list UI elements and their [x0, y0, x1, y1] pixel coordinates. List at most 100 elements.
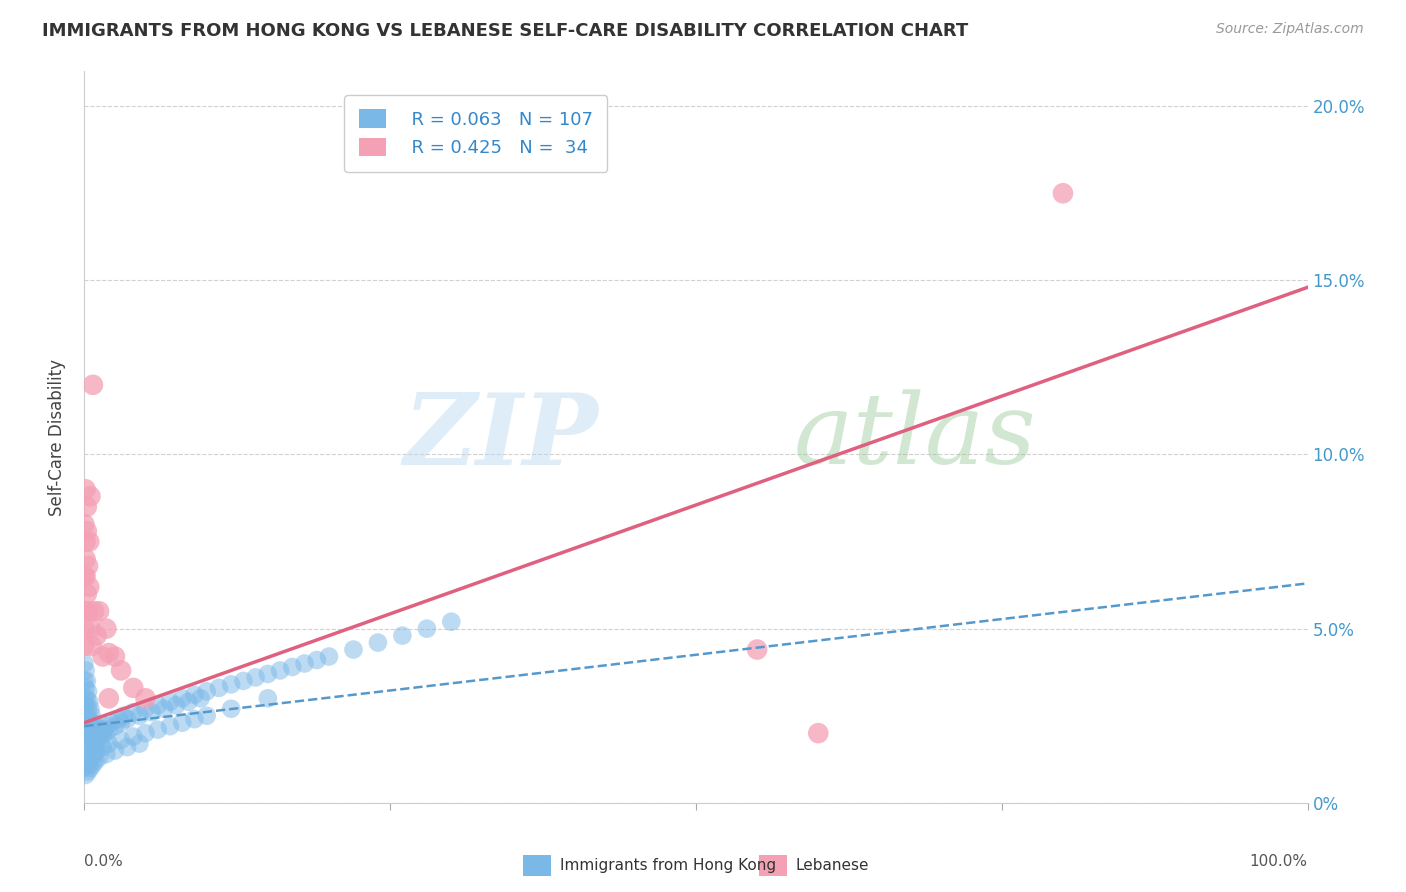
Point: [87, 604, 110, 618]
Point: [77, 712, 100, 726]
Point: [75, 698, 97, 713]
Point: [79, 719, 101, 733]
Point: [245, 670, 267, 684]
Point: [97, 723, 120, 737]
Point: [75, 664, 97, 678]
Point: [107, 712, 129, 726]
Point: [91, 649, 114, 664]
Point: [115, 740, 138, 755]
Point: [75, 483, 97, 497]
Point: [104, 743, 127, 757]
Point: [219, 702, 242, 716]
Point: [93, 723, 115, 737]
Point: [100, 715, 122, 730]
Point: [165, 698, 187, 713]
Point: [77, 702, 100, 716]
Text: 0.0%: 0.0%: [84, 854, 124, 869]
Point: [79, 622, 101, 636]
Text: Source: ZipAtlas.com: Source: ZipAtlas.com: [1216, 22, 1364, 37]
Point: [87, 726, 110, 740]
Point: [77, 580, 100, 594]
Point: [146, 723, 169, 737]
Point: [83, 604, 105, 618]
Point: [77, 764, 100, 779]
Point: [79, 761, 101, 775]
Point: [79, 489, 101, 503]
Legend:   R = 0.063   N = 107,   R = 0.425   N =  34: R = 0.063 N = 107, R = 0.425 N = 34: [344, 95, 607, 171]
Point: [305, 653, 328, 667]
Point: [80, 639, 103, 653]
Point: [135, 691, 157, 706]
Point: [76, 524, 98, 538]
Point: [257, 667, 280, 681]
Point: [75, 552, 97, 566]
Point: [77, 719, 100, 733]
Point: [76, 726, 98, 740]
Point: [807, 726, 830, 740]
Point: [73, 622, 96, 636]
Point: [747, 642, 769, 657]
Point: [84, 740, 107, 755]
Point: [115, 712, 138, 726]
Point: [257, 691, 280, 706]
Point: [82, 730, 104, 744]
Point: [75, 715, 97, 730]
Point: [294, 657, 316, 671]
Point: [76, 587, 98, 601]
Point: [80, 708, 103, 723]
Point: [104, 649, 127, 664]
Text: 100.0%: 100.0%: [1250, 854, 1308, 869]
Point: [73, 569, 96, 583]
Point: [84, 726, 107, 740]
Point: [190, 691, 212, 706]
Text: Lebanese: Lebanese: [796, 858, 869, 872]
Point: [82, 377, 104, 392]
Point: [122, 730, 145, 744]
Point: [183, 688, 205, 702]
Point: [73, 691, 96, 706]
Point: [104, 719, 127, 733]
Point: [367, 635, 389, 649]
Point: [318, 649, 340, 664]
Point: [90, 726, 112, 740]
Point: [177, 695, 200, 709]
Point: [76, 691, 98, 706]
Point: [83, 747, 105, 761]
Point: [172, 691, 194, 706]
Point: [86, 733, 108, 747]
Point: [75, 534, 97, 549]
Point: [73, 673, 96, 688]
Point: [73, 657, 96, 671]
Point: [76, 754, 98, 768]
Point: [86, 629, 108, 643]
Point: [76, 500, 98, 514]
Point: [76, 673, 98, 688]
Point: [80, 750, 103, 764]
Bar: [523, 855, 551, 876]
Point: [75, 681, 97, 695]
Point: [77, 558, 100, 573]
Point: [82, 757, 104, 772]
Point: [96, 747, 118, 761]
Point: [208, 681, 231, 695]
Point: [73, 761, 96, 775]
Point: [159, 719, 181, 733]
Point: [87, 750, 110, 764]
Point: [75, 733, 97, 747]
Point: [77, 730, 100, 744]
Point: [79, 737, 101, 751]
Text: Immigrants from Hong Kong: Immigrants from Hong Kong: [560, 858, 776, 872]
Point: [97, 737, 120, 751]
Point: [77, 534, 100, 549]
Point: [281, 660, 304, 674]
Bar: [759, 855, 787, 876]
Point: [75, 569, 97, 583]
Point: [75, 768, 97, 782]
Point: [73, 726, 96, 740]
Point: [86, 719, 108, 733]
Point: [128, 737, 150, 751]
Point: [172, 715, 194, 730]
Text: IMMIGRANTS FROM HONG KONG VS LEBANESE SELF-CARE DISABILITY CORRELATION CHART: IMMIGRANTS FROM HONG KONG VS LEBANESE SE…: [42, 22, 969, 40]
Point: [73, 604, 96, 618]
Point: [219, 677, 242, 691]
